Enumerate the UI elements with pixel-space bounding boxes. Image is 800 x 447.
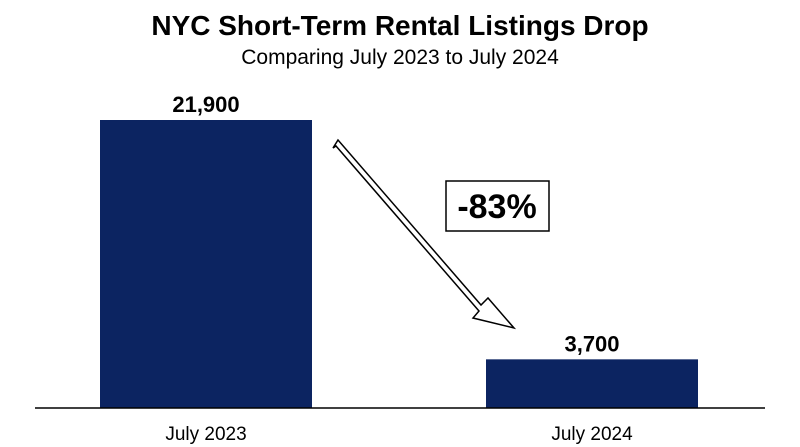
bar-july-2024 bbox=[486, 359, 698, 408]
bar-july-2023 bbox=[100, 120, 312, 408]
chart-title: NYC Short-Term Rental Listings Drop bbox=[151, 10, 649, 41]
percent-change-label: -83% bbox=[457, 188, 536, 226]
change-annotation: -83% bbox=[445, 180, 550, 232]
drop-arrow bbox=[332, 138, 517, 330]
chart-subtitle: Comparing July 2023 to July 2024 bbox=[241, 46, 559, 69]
x-tick-label: July 2023 bbox=[165, 424, 246, 445]
value-label: 3,700 bbox=[564, 331, 619, 356]
annotation-box bbox=[445, 180, 550, 232]
x-tick-label: July 2024 bbox=[551, 424, 633, 445]
value-label: 21,900 bbox=[172, 92, 239, 117]
